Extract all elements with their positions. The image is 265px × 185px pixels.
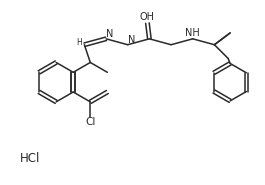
Text: HCl: HCl [20, 152, 40, 166]
Text: N: N [128, 35, 135, 45]
Text: H: H [77, 38, 82, 47]
Text: N: N [106, 29, 114, 39]
Text: NH: NH [185, 28, 200, 38]
Text: OH: OH [140, 12, 155, 22]
Text: Cl: Cl [85, 117, 95, 127]
